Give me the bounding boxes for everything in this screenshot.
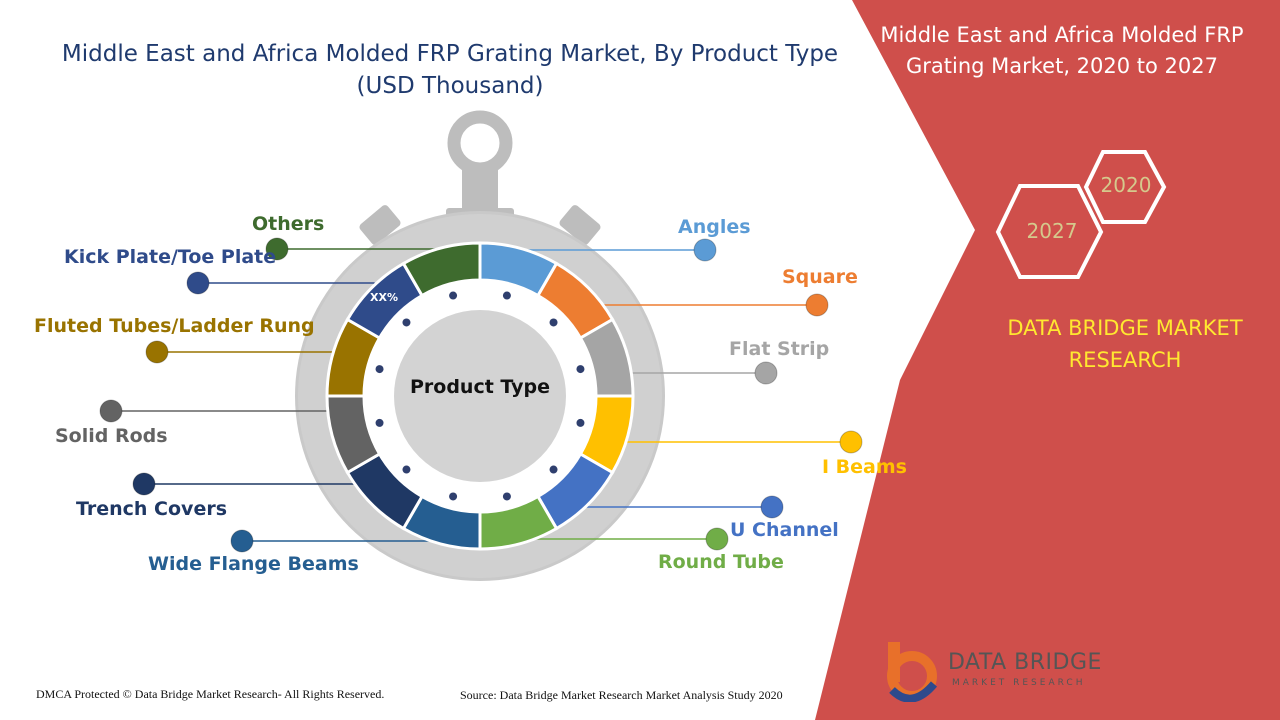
label-dot-kick-plate-toe-plate [186, 271, 210, 295]
dial-dot [576, 418, 585, 427]
logo-name: DATA BRIDGE [948, 650, 1102, 675]
label-dot-others [265, 237, 289, 261]
panel-title: Middle East and Africa Molded FRP Gratin… [880, 23, 1244, 78]
dial-dot [502, 291, 511, 300]
copyright-text: DMCA Protected © Data Bridge Market Rese… [36, 687, 385, 701]
logo-icon [887, 642, 938, 703]
segment-label-u-channel: U Channel [730, 519, 839, 541]
segment-label-i-beams: I Beams [822, 456, 907, 478]
segment-label-solid-rods: Solid Rods [55, 425, 168, 447]
label-dot-solid-rods [99, 399, 123, 423]
dial-dot [449, 291, 458, 300]
label-dot-trench-covers [132, 472, 156, 496]
logo-mark [882, 640, 942, 703]
label-dot-square [805, 293, 829, 317]
segment-label-wide-flange-beams: Wide Flange Beams [148, 553, 359, 575]
label-dot-fluted-tubes-ladder-rung [145, 340, 169, 364]
red-side-panel [815, 0, 1280, 720]
label-dot-u-channel [760, 495, 784, 519]
dial-center [394, 310, 566, 482]
source-text: Source: Data Bridge Market Research Mark… [460, 688, 783, 702]
label-dot-angles [693, 238, 717, 262]
logo-tagline: MARKET RESEARCH [952, 678, 1086, 688]
label-dot-i-beams [839, 430, 863, 454]
center-label: Product Type [409, 376, 550, 398]
hexagon-2027 [995, 184, 1104, 279]
year-end-label: 2027 [1026, 219, 1078, 243]
dial-dot [549, 318, 558, 327]
segment-label-flat-strip: Flat Strip [729, 338, 830, 360]
dial-dot [375, 418, 384, 427]
year-start-label: 2020 [1100, 173, 1152, 197]
dial-dot [402, 465, 411, 474]
dial-dot [449, 492, 458, 501]
chart-title: Middle East and Africa Molded FRP Gratin… [61, 41, 839, 99]
segment-label-square: Square [782, 266, 858, 288]
hexagon-2020 [1083, 150, 1167, 224]
label-dots [99, 237, 863, 553]
label-dot-wide-flange-beams [230, 529, 254, 553]
dial-dots [375, 291, 585, 501]
segment-label-others: Others [252, 213, 325, 235]
segment-label-trench-covers: Trench Covers [76, 498, 228, 520]
dial-dot [402, 318, 411, 327]
segment-label-round-tube: Round Tube [658, 551, 784, 573]
segment-ring [325, 241, 635, 551]
label-dot-round-tube [705, 527, 729, 551]
dial-dot [502, 492, 511, 501]
dial-dot [549, 465, 558, 474]
segment-label-fluted-tubes-ladder-rung: Fluted Tubes/Ladder Rung [34, 315, 315, 337]
dial-dot [375, 365, 384, 374]
brand-name: DATA BRIDGE MARKET RESEARCH [1007, 316, 1243, 372]
dial-dot [576, 365, 585, 374]
segment-value-placeholder: XX% [370, 291, 398, 304]
label-dot-flat-strip [754, 361, 778, 385]
segment-label-angles: Angles [678, 216, 751, 238]
segment-label-kick-plate-toe-plate: Kick Plate/Toe Plate [64, 246, 277, 268]
connector-lines [111, 248, 851, 542]
